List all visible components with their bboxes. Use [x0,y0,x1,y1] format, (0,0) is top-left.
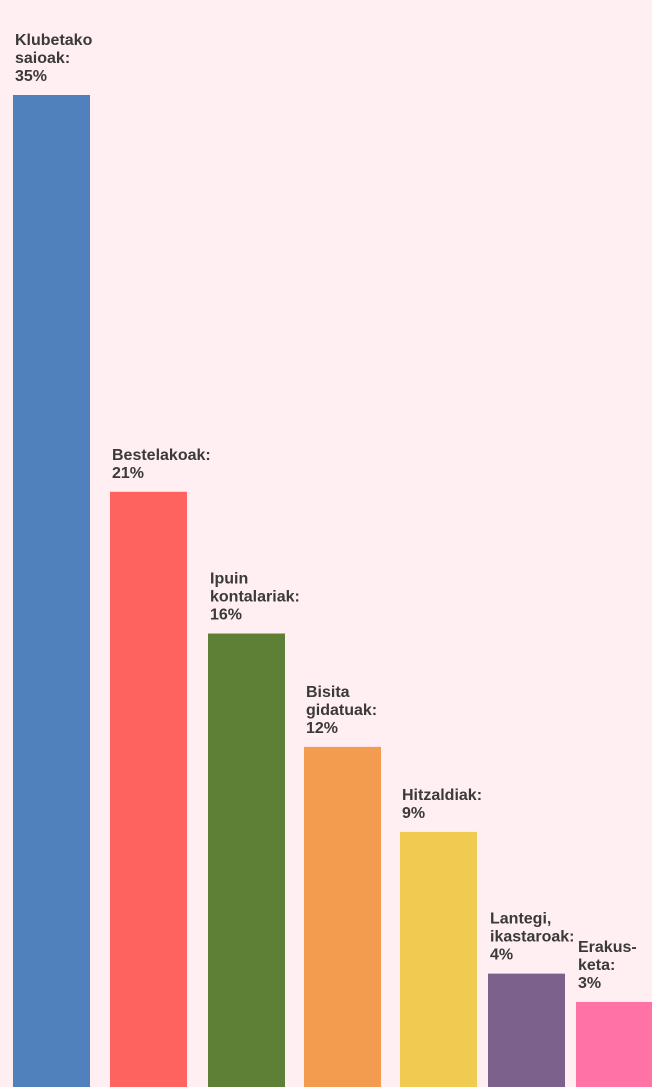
bar-3 [208,633,285,1087]
data-label-line: Klubetako [15,32,93,49]
data-label-line: gidatuak: [306,702,377,719]
bar-1 [13,95,90,1087]
data-label-line: Hitzaldiak: [402,787,482,804]
data-label-3: Ipuin kontalariak: 16% [210,571,300,624]
data-label-2: Bestelakoak: 21% [112,447,211,482]
data-label-line: 16% [210,607,242,624]
data-label-line: Bestelakoak: [112,447,211,464]
data-label-line: 12% [306,720,338,737]
bar-7 [576,1001,652,1087]
data-label-7: Erakus-keta: 3% [578,939,637,992]
data-label-line: 4% [490,947,513,964]
data-label-5: Hitzaldiak: 9% [402,787,482,822]
data-label-line: Lantegi, [490,911,551,928]
bar-2 [110,491,187,1087]
data-label-6: Lantegi, ikastaroak: 4% [490,911,575,964]
data-label-line: ikastaroak: [490,929,575,946]
data-label-line: 21% [112,465,144,482]
data-label-line: 9% [402,805,425,822]
data-label-line: Bisita [306,684,350,701]
data-label-line: Ipuin [210,571,248,588]
bar-6 [488,973,565,1087]
data-label-line: 35% [15,68,47,85]
data-label-line: Erakus- [578,939,637,956]
bar-4 [304,746,381,1087]
data-label-line: keta: [578,957,615,974]
data-label-1: Klubetako saioak: 35% [15,32,93,85]
data-label-line: saioak: [15,50,70,67]
data-label-4: Bisita gidatuak: 12% [306,684,377,737]
data-label-line: kontalariak: [210,589,300,606]
data-label-line: 3% [578,975,601,992]
bar-5 [400,831,477,1087]
